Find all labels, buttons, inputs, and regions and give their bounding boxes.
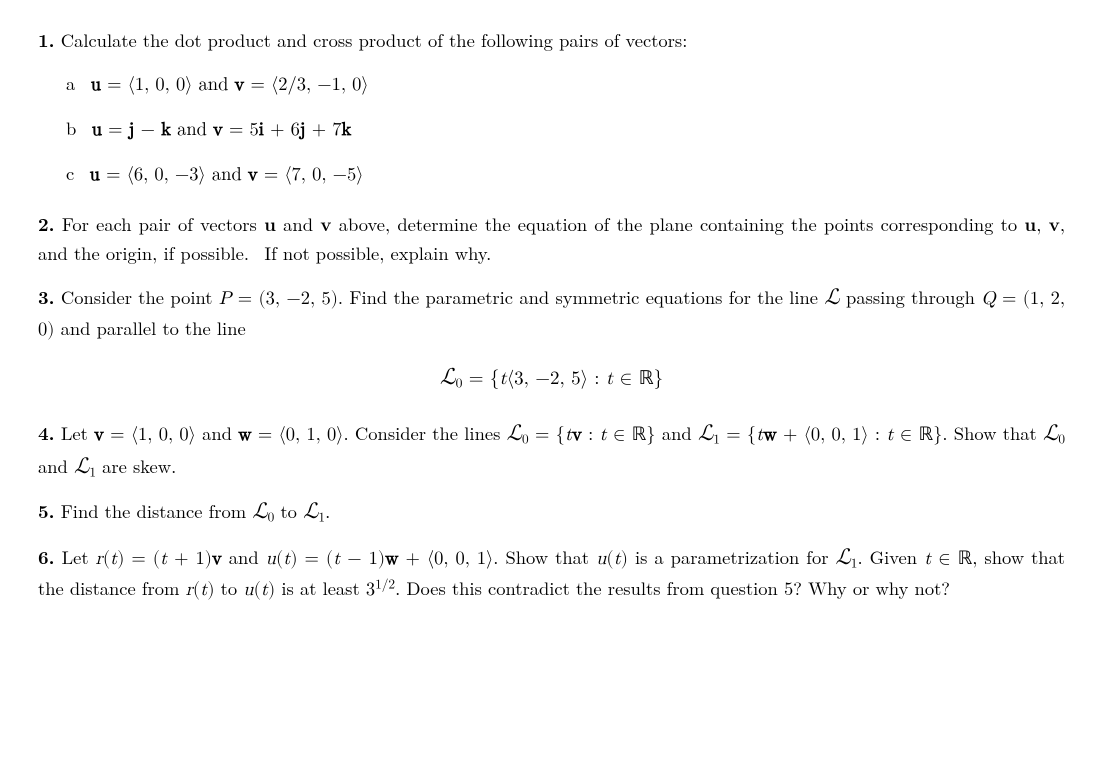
q6-t2a: Given: [870, 544, 924, 570]
q5-dot: .: [325, 498, 330, 524]
q6-bound: 31/2: [366, 580, 395, 599]
problem-2: 2. For each pair of vectors u and v abov…: [38, 210, 1065, 267]
q6-t2c: is at least: [275, 575, 366, 601]
q2-t1: For each pair of vectors u and v above, …: [38, 211, 1065, 266]
q1-item-a: a u = ⟨1, 0, 0⟩ and v = ⟨2/3, −1, 0⟩: [66, 71, 1065, 98]
problem-5: 5. Find the distance from ℒ0 to ℒ1.: [38, 497, 1065, 527]
q4-and: and: [196, 420, 238, 446]
q1c-label: c: [66, 160, 74, 186]
q1a-label: a: [66, 70, 75, 96]
q4-number: 4.: [38, 420, 55, 446]
q5-line: 5. Find the distance from ℒ0 to ℒ1.: [38, 497, 1065, 527]
q4-L1: ℒ1: [74, 458, 96, 477]
q6-tinR: t ∈ ℝ: [924, 549, 972, 568]
q1-item-b: b u = j − k and v = 5i + 6j + 7k: [66, 116, 1065, 143]
q4-line: 4. Let v = ⟨1, 0, 0⟩ and w = ⟨0, 1, 0⟩. …: [38, 417, 1065, 483]
q6-utref2: u(t): [243, 580, 275, 599]
q4-t2c: are skew.: [96, 453, 176, 479]
q4-t1b: . Consider the lines: [344, 420, 507, 446]
q1-text: Calculate the dot product and cross prod…: [61, 27, 688, 53]
q1-item-c: c u = ⟨6, 0, −3⟩ and v = ⟨7, 0, −5⟩: [66, 161, 1065, 188]
q5-L1: ℒ1: [303, 503, 325, 522]
q4-L1def: ℒ1 = {tw + ⟨0, 0, 1⟩ :: [698, 425, 880, 444]
q3-display: ℒ0 = {t⟨3, −2, 5⟩ : t ∈ ℝ}: [38, 361, 1065, 395]
q4-v: v = ⟨1, 0, 0⟩: [94, 425, 196, 444]
q6-rt: r(t) = (t + 1)v: [96, 549, 222, 568]
q1-sublist: a u = ⟨1, 0, 0⟩ and v = ⟨2/3, −1, 0⟩ b u…: [38, 71, 1065, 188]
problem-4: 4. Let v = ⟨1, 0, 0⟩ and w = ⟨0, 1, 0⟩. …: [38, 417, 1065, 483]
q4-and2: and: [656, 420, 698, 446]
q4-w: w = ⟨0, 1, 0⟩: [238, 425, 343, 444]
q6-to: to: [215, 575, 244, 601]
q6-number: 6.: [38, 544, 55, 570]
q4-t1: Let: [61, 420, 94, 446]
q5-L0: ℒ0: [252, 503, 274, 522]
q3-line: 3. Consider the point P = (3, −2, 5). Fi…: [38, 281, 1065, 345]
q3-number: 3.: [38, 284, 55, 310]
q6-and: and: [222, 544, 266, 570]
q6-dot1: .: [857, 544, 862, 570]
problem-3: 3. Consider the point P = (3, −2, 5). Fi…: [38, 281, 1065, 395]
q4-line2a: t ∈ ℝ}: [886, 425, 942, 444]
q1-number: 1.: [38, 27, 55, 53]
q6-line: 6. Let r(t) = (t + 1)v and u(t) = (t − 1…: [38, 541, 1065, 605]
problem-1: 1. Calculate the dot product and cross p…: [38, 28, 1065, 188]
q4-t2b: . Show that: [942, 420, 1043, 446]
q6-L1: ℒ1: [835, 549, 857, 568]
q6-utref: u(t): [596, 549, 628, 568]
q3-L: ℒ: [824, 285, 839, 309]
q3-t2b: and parallel to the line: [54, 315, 245, 341]
q2-line: 2. For each pair of vectors u and v abov…: [38, 210, 1065, 267]
q1b-math: u = j − k and v = 5i + 6j + 7k: [92, 120, 352, 139]
q5-to: to: [274, 498, 303, 524]
q5-t1: Find the distance from: [61, 498, 253, 524]
q1a-math: u = ⟨1, 0, 0⟩ and v = ⟨2/3, −1, 0⟩: [91, 75, 369, 94]
q6-t1c: is a parametrization for: [628, 544, 835, 570]
q3-t1b: . Find the parametric and symmetric equa…: [338, 284, 824, 310]
q6-t1: Let: [62, 544, 96, 570]
q1-stem: 1. Calculate the dot product and cross p…: [38, 28, 1065, 53]
q1c-math: u = ⟨6, 0, −3⟩ and v = ⟨7, 0, −5⟩: [90, 165, 364, 184]
q6-t2d: . Does this contradict the results: [395, 575, 660, 601]
q4-L0: ℒ0: [1043, 425, 1065, 444]
problem-6: 6. Let r(t) = (t + 1)v and u(t) = (t − 1…: [38, 541, 1065, 605]
q6-line3: from question 5? Why or why not?: [667, 575, 950, 601]
q3-P: P = (3, −2, 5): [219, 289, 338, 308]
q5-number: 5.: [38, 498, 55, 524]
q3-t2a: passing through: [846, 284, 981, 310]
q2-number: 2.: [38, 211, 55, 237]
q4-L0def: ℒ0 = {tv : t ∈ ℝ}: [507, 425, 656, 444]
q6-t1b: . Show that: [493, 544, 596, 570]
q1b-label: b: [66, 115, 76, 141]
q6-ut: u(t) = (t − 1)w + ⟨0, 0, 1⟩: [266, 549, 494, 568]
q6-rtref: r(t): [186, 580, 215, 599]
q3-t1: Consider the point: [61, 284, 219, 310]
q4-and3: and: [38, 453, 74, 479]
